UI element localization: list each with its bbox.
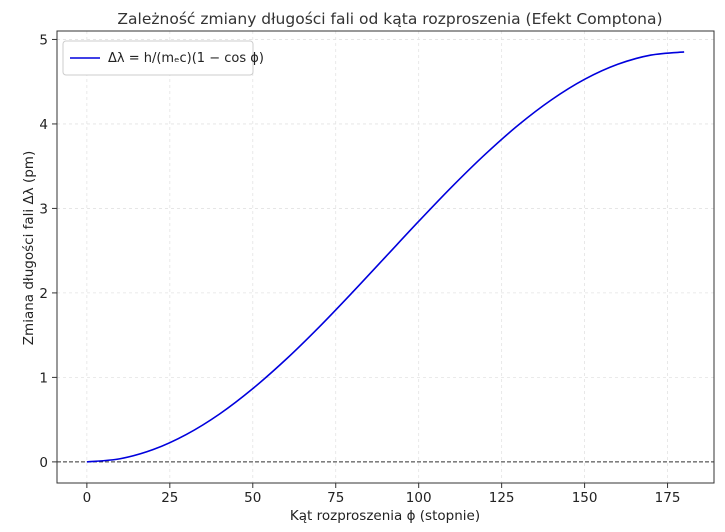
x-axis: 0 25 50 75 100 125 150 175	[83, 483, 681, 506]
x-tick-label: 50	[244, 490, 261, 506]
y-tick-label: 4	[39, 117, 48, 133]
y-tick-label: 3	[39, 201, 48, 217]
legend-label: Δλ = h/(mₑc)(1 − cos ϕ)	[108, 51, 264, 66]
y-tick-label: 5	[39, 32, 48, 48]
y-tick-label: 1	[39, 370, 48, 386]
y-axis-label: Zmiana długości fali Δλ (pm)	[21, 151, 37, 345]
legend-box	[62, 40, 254, 76]
y-tick-label: 0	[39, 455, 48, 471]
plot-frame	[56, 30, 715, 484]
x-tick-label: 150	[572, 490, 598, 506]
chart-title: Zależność zmiany długości fali od kąta r…	[117, 10, 662, 28]
x-tick-label: 175	[655, 490, 681, 506]
legend: Δλ = h/(mₑc)(1 − cos ϕ)	[62, 40, 264, 76]
y-tick-label: 2	[39, 286, 48, 302]
x-tick-label: 75	[327, 490, 344, 506]
y-axis: 0 1 2 3 4 5	[39, 32, 57, 471]
x-tick-label: 0	[83, 490, 92, 506]
x-tick-label: 25	[161, 490, 178, 506]
series-line	[86, 51, 685, 463]
x-tick-label: 100	[406, 490, 432, 506]
x-tick-label: 125	[489, 490, 515, 506]
x-axis-label: Kąt rozproszenia ϕ (stopnie)	[290, 508, 480, 524]
